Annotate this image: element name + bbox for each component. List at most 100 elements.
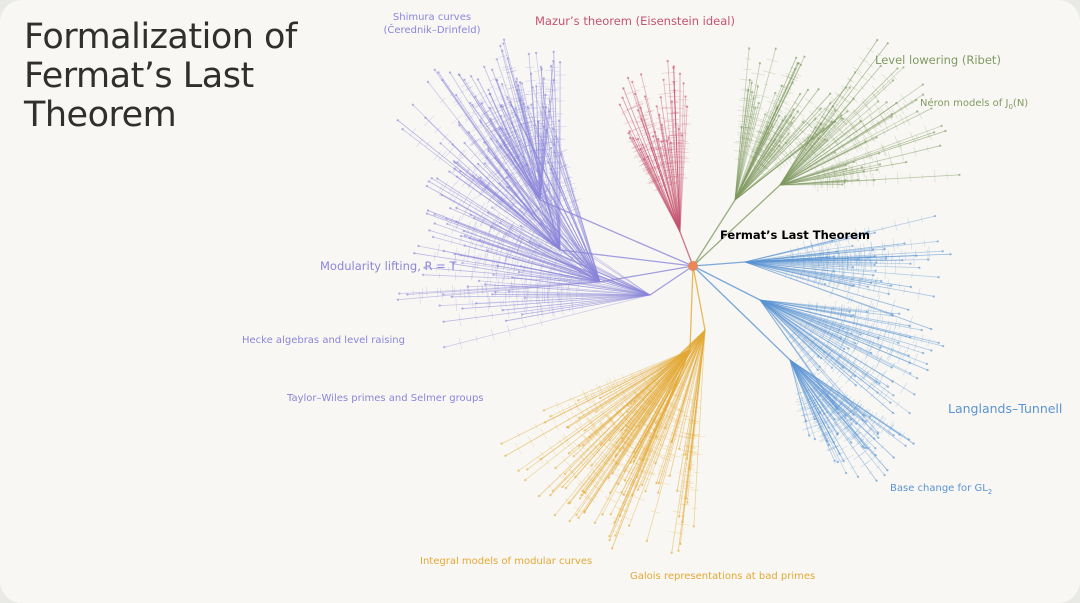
twig-purple bbox=[506, 262, 510, 276]
leaf-green bbox=[774, 91, 777, 95]
twig-purple bbox=[487, 270, 489, 285]
leaf-blue bbox=[854, 384, 857, 387]
twig-red bbox=[657, 128, 665, 131]
twig-green bbox=[748, 123, 759, 126]
twig-purple bbox=[483, 175, 491, 182]
twig-green bbox=[894, 135, 900, 149]
twig-green bbox=[814, 132, 826, 141]
twig-purple bbox=[463, 251, 466, 261]
twig-purple bbox=[450, 239, 453, 245]
twig-purple bbox=[541, 250, 546, 257]
twig-purple bbox=[537, 146, 549, 148]
leaf-yellow bbox=[583, 510, 586, 513]
branch-green bbox=[779, 42, 889, 186]
twig-green bbox=[773, 162, 782, 172]
branch-green bbox=[779, 123, 822, 186]
label-taylor-wiles: Taylor–Wiles primes and Selmer groups bbox=[287, 393, 484, 404]
leaf-yellow bbox=[681, 520, 684, 524]
twig-purple bbox=[444, 232, 447, 238]
leaf-green bbox=[799, 63, 802, 67]
branch-green bbox=[734, 62, 800, 201]
twig-red bbox=[636, 152, 647, 158]
twig-purple bbox=[495, 214, 501, 224]
twig-purple bbox=[536, 299, 539, 314]
twig-green bbox=[841, 88, 847, 92]
twig-green bbox=[782, 140, 792, 149]
twig-purple bbox=[493, 233, 498, 243]
twig-red bbox=[641, 85, 647, 88]
leaf-yellow bbox=[543, 421, 547, 424]
twig-purple bbox=[570, 190, 576, 193]
twig-purple bbox=[513, 156, 522, 161]
branch-purple bbox=[539, 245, 651, 296]
leaf-blue bbox=[874, 447, 877, 450]
twig-green bbox=[851, 165, 855, 174]
leaf-green bbox=[753, 107, 757, 110]
twig-green bbox=[745, 144, 751, 147]
twig-purple bbox=[516, 197, 526, 205]
twig-green bbox=[849, 123, 858, 134]
leaf-blue bbox=[891, 314, 894, 317]
twig-blue bbox=[882, 391, 890, 400]
twig-green bbox=[777, 125, 787, 132]
twig-purple bbox=[504, 129, 519, 136]
twig-purple bbox=[491, 188, 499, 197]
branch-red bbox=[642, 144, 681, 233]
branch-purple bbox=[459, 170, 651, 296]
twig-blue bbox=[879, 370, 887, 382]
twig-red bbox=[661, 149, 671, 152]
twig-blue bbox=[885, 309, 888, 316]
twig-yellow bbox=[611, 529, 625, 536]
twig-purple bbox=[507, 67, 517, 70]
twig-purple bbox=[537, 136, 550, 138]
twig-purple bbox=[508, 269, 510, 280]
twig-red bbox=[671, 182, 677, 184]
leaf-yellow bbox=[622, 446, 625, 450]
twig-purple bbox=[490, 152, 502, 160]
leaf-green bbox=[820, 122, 823, 126]
leaf-purple bbox=[552, 60, 555, 63]
leaf-green bbox=[856, 178, 860, 181]
twig-purple bbox=[560, 271, 563, 280]
twig-green bbox=[897, 103, 905, 114]
twig-green bbox=[840, 118, 848, 126]
leaf-yellow bbox=[608, 538, 611, 542]
twig-green bbox=[763, 83, 769, 86]
twig-green bbox=[785, 75, 798, 81]
leaf-yellow bbox=[657, 491, 660, 494]
twig-purple bbox=[483, 254, 486, 266]
twig-red bbox=[667, 148, 675, 151]
branch-purple bbox=[431, 177, 601, 283]
twig-yellow bbox=[581, 388, 587, 400]
twig-green bbox=[742, 137, 753, 140]
twig-purple bbox=[543, 169, 549, 172]
branch-purple bbox=[452, 144, 561, 251]
label-integral-models: Integral models of modular curves bbox=[420, 556, 593, 567]
leaf-yellow bbox=[540, 457, 543, 461]
leaf-green bbox=[840, 116, 843, 120]
twig-purple bbox=[441, 133, 449, 141]
branch-green bbox=[734, 57, 797, 201]
twig-purple bbox=[522, 203, 532, 216]
branch-purple bbox=[428, 229, 601, 283]
twig-red bbox=[642, 131, 650, 134]
twig-green bbox=[876, 120, 881, 126]
leaf-red bbox=[660, 123, 664, 127]
branch-purple bbox=[483, 141, 601, 283]
twig-red bbox=[657, 161, 668, 165]
branch-green bbox=[734, 118, 816, 201]
twig-purple bbox=[441, 291, 444, 300]
leaf-purple bbox=[558, 61, 562, 64]
twig-purple bbox=[575, 211, 582, 214]
twig-purple bbox=[553, 272, 557, 284]
twig-blue bbox=[923, 239, 926, 247]
twig-purple bbox=[491, 311, 494, 320]
leaf-green bbox=[826, 139, 829, 142]
leaf-yellow bbox=[551, 489, 554, 493]
leaf-blue bbox=[933, 214, 937, 218]
leaf-purple bbox=[527, 106, 530, 109]
twig-yellow bbox=[514, 442, 522, 455]
branch-purple bbox=[501, 50, 561, 251]
branch-purple bbox=[503, 142, 601, 283]
twig-purple bbox=[579, 253, 587, 266]
